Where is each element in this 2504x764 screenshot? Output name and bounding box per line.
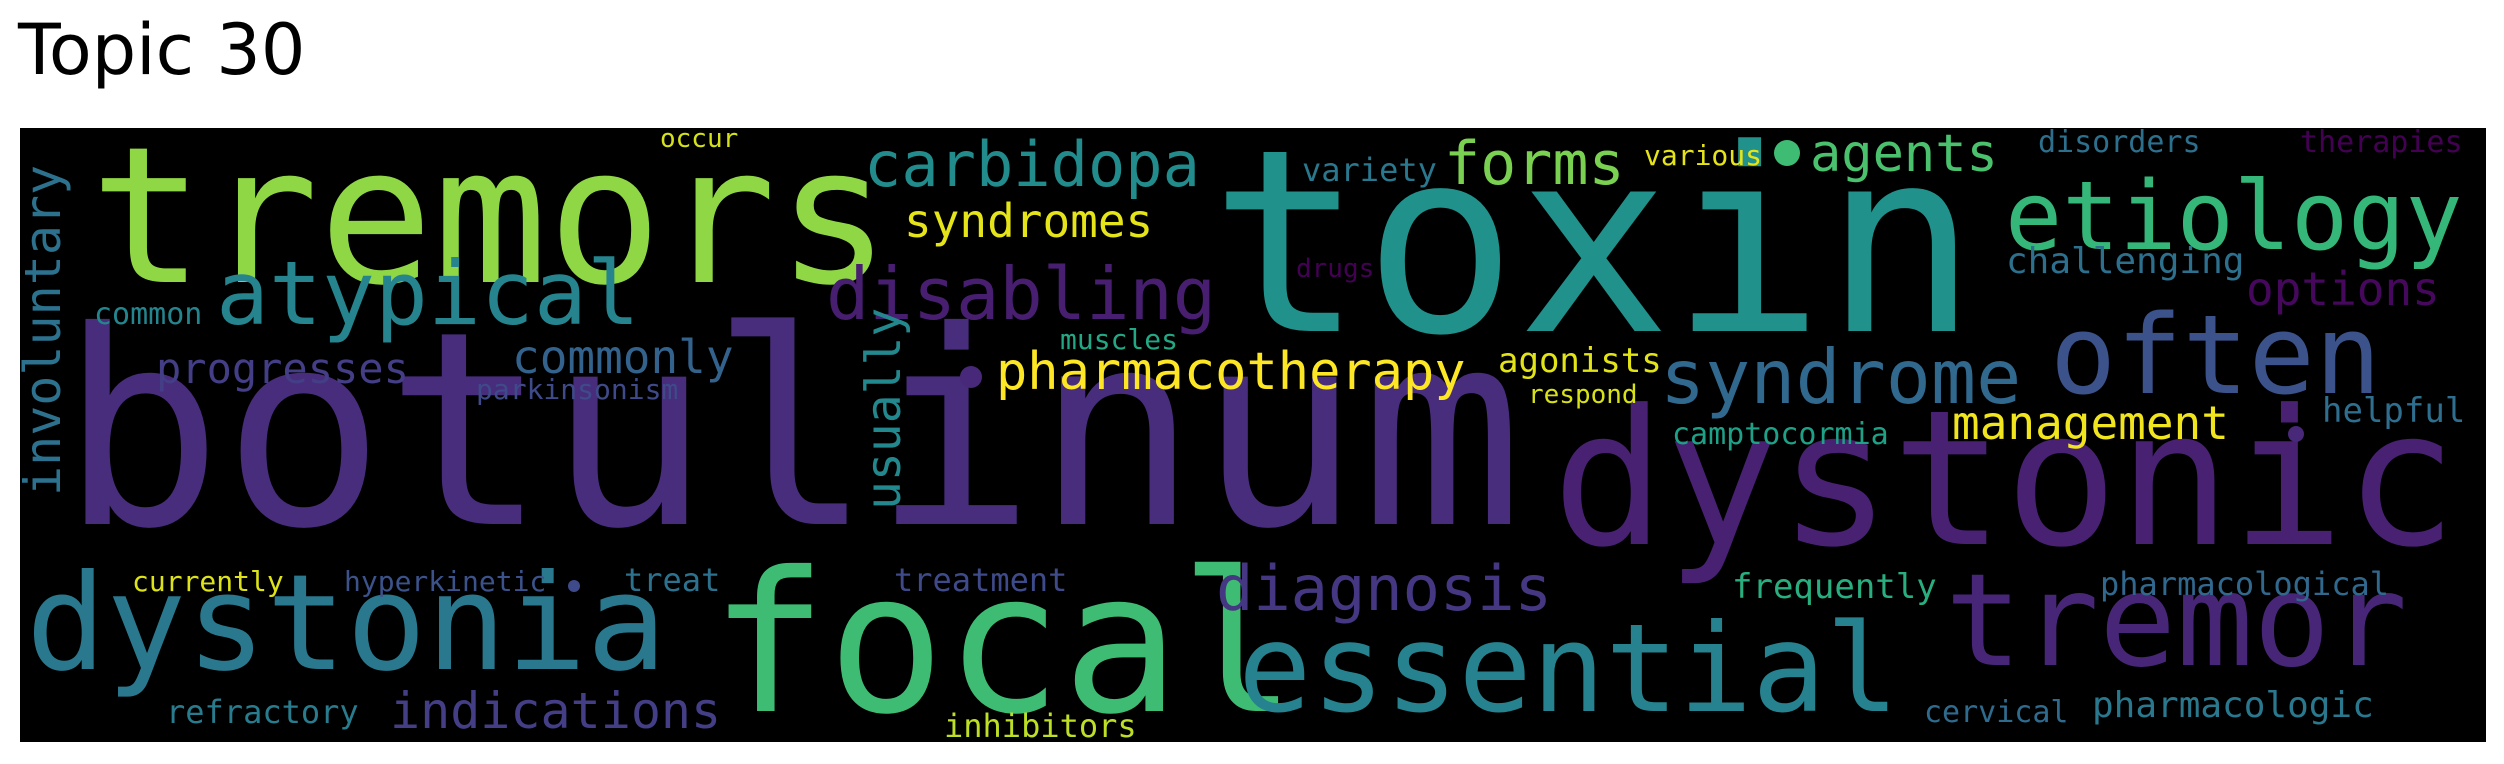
word-currently: currently	[132, 565, 284, 598]
word-treatment: treatment	[894, 561, 1068, 599]
word-cloud: botulinum toxin dystonic tremors focal d…	[20, 128, 2486, 742]
word-hyperkinetic: hyperkinetic	[344, 565, 547, 598]
word-various: various	[1644, 139, 1763, 172]
word-parkinsonism: parkinsonism	[476, 373, 679, 406]
word-pharmacologic: pharmacologic	[2092, 685, 2374, 726]
word-refractory: refractory	[166, 693, 359, 731]
word-syndromes: syndromes	[904, 194, 1154, 248]
word-pharmacotherapy: pharmacotherapy	[996, 342, 1466, 402]
word-tremor: tremor	[1945, 547, 2408, 696]
word-management: management	[1952, 396, 2229, 450]
word-botulinum: botulinum	[60, 273, 1523, 588]
word-etiology: etiology	[2005, 162, 2463, 272]
word-helpful: helpful	[2322, 391, 2466, 431]
dot-mark	[1774, 140, 1800, 166]
dot-mark	[568, 580, 580, 592]
word-indications: indications	[390, 682, 722, 740]
word-pharmacological: pharmacological	[2100, 565, 2389, 603]
word-often: often	[2050, 291, 2382, 419]
word-dystonic: dystonic	[1552, 370, 2458, 589]
word-inhibitors: inhibitors	[944, 707, 1137, 742]
page-title: Topic 30	[18, 9, 306, 91]
word-agents: agents	[1810, 128, 1998, 184]
word-disabling: disabling	[826, 252, 1217, 336]
word-common: common	[94, 297, 203, 332]
word-involuntary: involuntary	[20, 164, 72, 496]
word-syndrome: syndrome	[1660, 333, 2022, 421]
word-forms: forms	[1444, 129, 1625, 199]
dot-mark	[2288, 426, 2304, 442]
word-frequently: frequently	[1732, 567, 1937, 607]
word-toxin: toxin	[1210, 128, 1978, 392]
word-options: options	[2246, 262, 2440, 316]
word-camptocormia: camptocormia	[1672, 417, 1889, 452]
word-therapies: therapies	[2300, 128, 2463, 160]
word-drugs: drugs	[1296, 254, 1375, 284]
word-challenging: challenging	[2006, 241, 2245, 282]
word-dystonia: dystonia	[26, 547, 667, 701]
dot-mark	[960, 366, 982, 388]
word-essential: essential	[1238, 598, 1900, 740]
word-muscles: muscles	[1060, 323, 1179, 356]
word-tremors: tremors	[90, 128, 891, 327]
word-variety: variety	[1302, 151, 1437, 189]
word-disorders: disorders	[2038, 128, 2201, 160]
word-treat: treat	[624, 561, 721, 599]
word-focal: focal	[710, 530, 1297, 742]
word-usually: usually	[856, 307, 912, 510]
word-occur: occur	[660, 128, 739, 154]
word-cervical: cervical	[1924, 695, 2069, 730]
word-commonly: commonly	[512, 330, 734, 384]
word-atypical: atypical	[216, 242, 640, 345]
word-diagnosis: diagnosis	[1216, 552, 1552, 625]
word-respond: respond	[1528, 380, 1638, 410]
word-progresses: progresses	[156, 344, 409, 393]
word-agonists: agonists	[1498, 341, 1662, 381]
word-carbidopa: carbidopa	[864, 128, 1200, 201]
